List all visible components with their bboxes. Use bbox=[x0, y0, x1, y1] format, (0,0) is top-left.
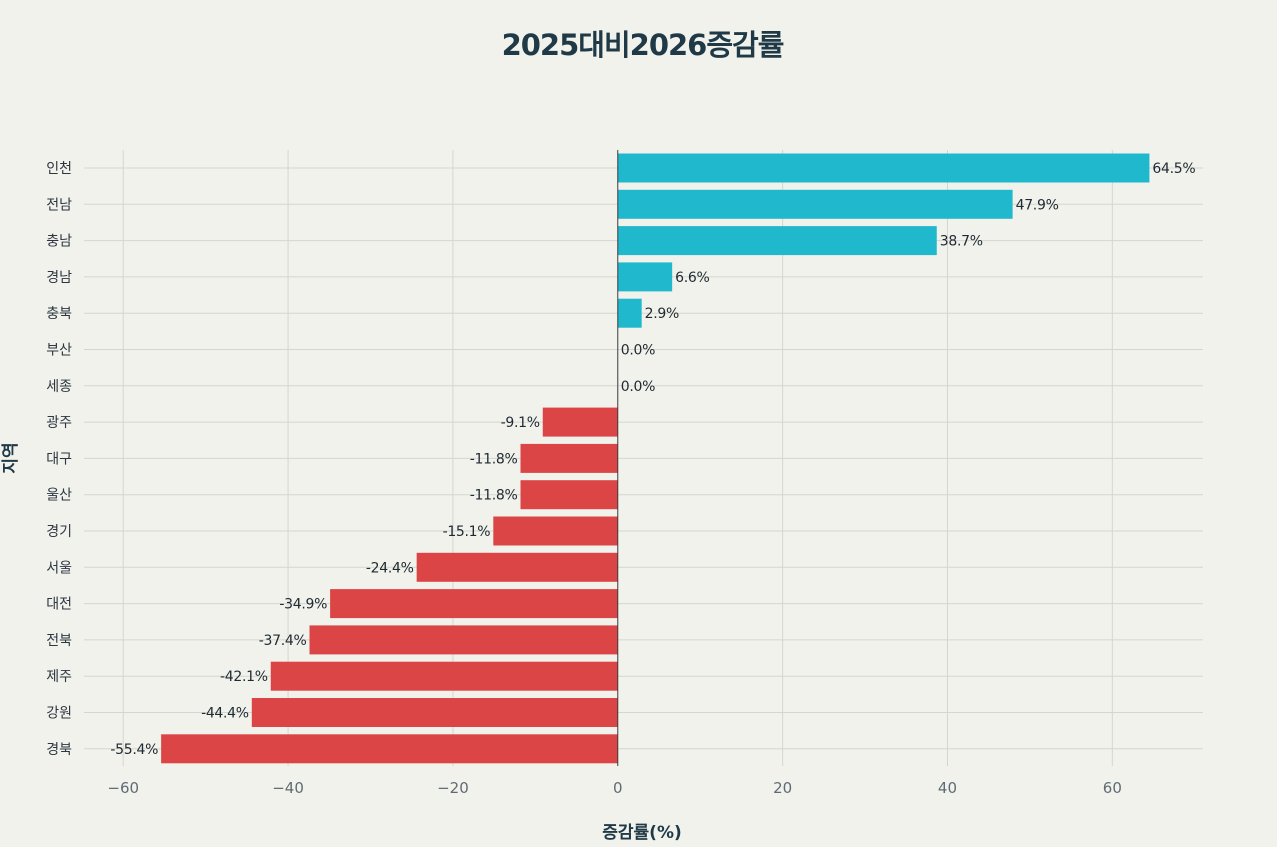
x-tick-label: 20 bbox=[773, 779, 792, 797]
bar bbox=[520, 443, 618, 473]
x-axis-title: 증감률(%) bbox=[602, 823, 682, 843]
data-label: 0.0% bbox=[621, 343, 655, 359]
category-label: 전남 bbox=[46, 197, 72, 213]
data-label: 2.9% bbox=[645, 306, 679, 322]
category-label: 인천 bbox=[46, 161, 72, 177]
bar bbox=[617, 153, 1150, 183]
data-label: -9.1% bbox=[501, 415, 540, 431]
x-tick-label: −60 bbox=[107, 779, 139, 797]
category-label: 부산 bbox=[46, 343, 72, 359]
x-tick-label: 40 bbox=[938, 779, 957, 797]
data-label: -55.4% bbox=[110, 742, 158, 758]
x-tick-label: −40 bbox=[272, 779, 304, 797]
data-label: 6.6% bbox=[675, 270, 709, 286]
category-label: 경기 bbox=[46, 524, 72, 540]
y-axis-title: 지역 bbox=[1, 442, 21, 473]
bar bbox=[493, 516, 618, 546]
category-label: 충북 bbox=[46, 306, 72, 322]
bar bbox=[617, 262, 673, 292]
data-label: -44.4% bbox=[201, 706, 249, 722]
bar bbox=[309, 625, 618, 655]
bar bbox=[270, 661, 618, 691]
bar bbox=[617, 189, 1013, 219]
category-label: 경북 bbox=[46, 742, 72, 758]
data-label: -15.1% bbox=[443, 524, 491, 540]
category-label: 충남 bbox=[46, 234, 72, 250]
data-label: -11.8% bbox=[470, 451, 518, 467]
bar bbox=[251, 698, 618, 727]
bar bbox=[542, 407, 618, 437]
bar bbox=[617, 298, 642, 328]
category-label: 세종 bbox=[46, 379, 72, 395]
x-tick-label: 60 bbox=[1103, 779, 1122, 797]
bar bbox=[520, 480, 618, 510]
chart-title: 2025대비2026증감률 bbox=[501, 28, 785, 62]
data-label: -37.4% bbox=[259, 633, 307, 649]
category-label: 강원 bbox=[46, 706, 72, 722]
data-label: 64.5% bbox=[1152, 161, 1195, 177]
data-label: -11.8% bbox=[470, 488, 518, 504]
bar bbox=[617, 226, 937, 256]
category-label: 서울 bbox=[46, 560, 72, 576]
data-label: -24.4% bbox=[366, 560, 414, 576]
bar bbox=[161, 734, 618, 764]
category-label: 대전 bbox=[46, 597, 72, 613]
data-label: -42.1% bbox=[220, 669, 268, 685]
data-label: 0.0% bbox=[621, 379, 655, 395]
category-label: 대구 bbox=[46, 451, 72, 467]
category-label: 제주 bbox=[46, 669, 72, 685]
x-tick-label: −20 bbox=[437, 779, 469, 797]
bar bbox=[416, 552, 618, 582]
x-tick-label: 0 bbox=[613, 779, 623, 797]
category-label: 광주 bbox=[46, 415, 72, 431]
category-label: 경남 bbox=[46, 270, 72, 286]
category-label: 울산 bbox=[46, 488, 72, 504]
bar bbox=[330, 589, 618, 619]
data-label: 38.7% bbox=[940, 234, 983, 250]
category-label: 전북 bbox=[46, 633, 72, 649]
data-label: -34.9% bbox=[279, 597, 327, 613]
data-label: 47.9% bbox=[1016, 197, 1059, 213]
